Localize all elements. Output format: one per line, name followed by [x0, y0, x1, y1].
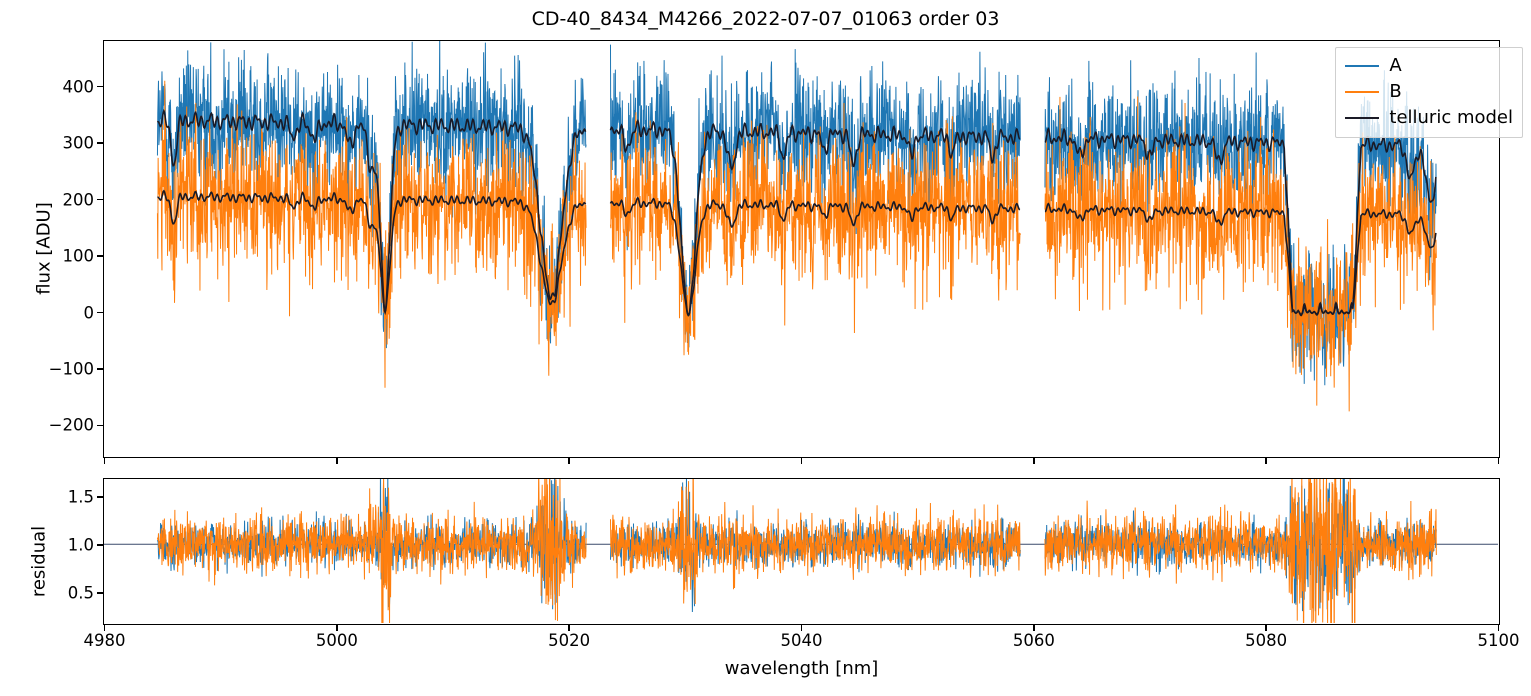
wavelength-tick-mark — [1033, 625, 1035, 631]
flux-tick-mark — [97, 424, 103, 427]
wavelength-tick-mark — [336, 625, 338, 631]
wavelength-tick-label: 5060 — [1012, 631, 1055, 650]
flux-tick-label: 0 — [83, 303, 95, 323]
legend-item-telluric-model[interactable]: telluric model — [1345, 105, 1513, 131]
flux-tick-label: 200 — [62, 190, 95, 210]
flux-panel-tick-mark — [1033, 458, 1035, 464]
flux-tick-mark — [97, 368, 103, 370]
residual-tick-label: 0.5 — [67, 583, 94, 603]
spectrum-b-line — [156, 80, 1437, 412]
wavelength-tick-mark — [800, 625, 803, 631]
residual-tick-mark — [97, 591, 103, 594]
wavelength-tick-mark — [1265, 625, 1267, 631]
residual-series-canvas — [104, 479, 1498, 623]
wavelength-tick-label: 5080 — [1245, 631, 1288, 650]
legend-label-b: B — [1389, 81, 1402, 102]
telluric-model-a-line — [156, 109, 1437, 317]
residual-a-line — [156, 479, 1437, 623]
flux-tick-mark — [97, 198, 103, 201]
residual-axis-label: residual — [28, 525, 50, 598]
legend-swatch-telluric-model — [1345, 117, 1380, 119]
legend-item-a[interactable]: A — [1345, 53, 1513, 79]
wavelength-tick-mark — [568, 625, 570, 631]
wavelength-tick-mark — [1497, 625, 1500, 631]
residual-plot-clip — [104, 479, 1499, 624]
flux-tick-label: −200 — [48, 415, 94, 435]
residual-tick-mark — [97, 495, 103, 498]
flux-tick-mark — [97, 85, 103, 88]
legend-swatch-a — [1345, 65, 1380, 67]
page-title: CD-40_8434_M4266_2022-07-07_01063 order … — [531, 8, 1000, 30]
wavelength-axis-label: wavelength [nm] — [724, 658, 879, 679]
flux-tick-mark — [97, 255, 103, 257]
wavelength-tick-label: 5040 — [780, 631, 823, 650]
wavelength-tick-label: 4980 — [83, 631, 126, 650]
legend-item-b[interactable]: B — [1345, 79, 1513, 105]
flux-tick-label: 100 — [62, 246, 95, 266]
telluric-model-b-line — [157, 189, 1437, 316]
flux-panel-tick-mark — [800, 458, 803, 464]
flux-plot-panel — [103, 40, 1500, 458]
flux-plot-clip — [104, 41, 1499, 457]
flux-tick-label: 400 — [62, 77, 95, 97]
legend-swatch-b — [1345, 91, 1380, 93]
residual-tick-label: 1.0 — [67, 535, 94, 555]
flux-panel-tick-mark — [568, 458, 570, 464]
flux-tick-label: 300 — [62, 133, 95, 153]
flux-panel-tick-mark — [103, 458, 106, 464]
flux-series-canvas — [156, 41, 1437, 412]
legend-label-a: A — [1389, 55, 1402, 76]
residual-plot-panel — [103, 478, 1500, 625]
flux-panel-tick-mark — [1497, 458, 1500, 464]
flux-panel-tick-mark — [336, 458, 338, 464]
legend: A B telluric model — [1335, 47, 1523, 138]
wavelength-tick-label: 5020 — [548, 631, 591, 650]
flux-panel-tick-mark — [1265, 458, 1267, 464]
wavelength-tick-mark — [103, 625, 106, 631]
wavelength-tick-label: 5100 — [1477, 631, 1520, 650]
legend-label-telluric-model: telluric model — [1389, 107, 1513, 128]
flux-axis-label: flux [ADU] — [33, 202, 55, 295]
residual-tick-mark — [97, 543, 103, 546]
flux-tick-mark — [97, 142, 103, 144]
flux-tick-mark — [97, 311, 103, 314]
residual-b-line — [156, 479, 1437, 623]
flux-tick-label: −100 — [48, 359, 94, 379]
wavelength-tick-label: 5000 — [315, 631, 358, 650]
residual-tick-label: 1.5 — [67, 487, 94, 507]
